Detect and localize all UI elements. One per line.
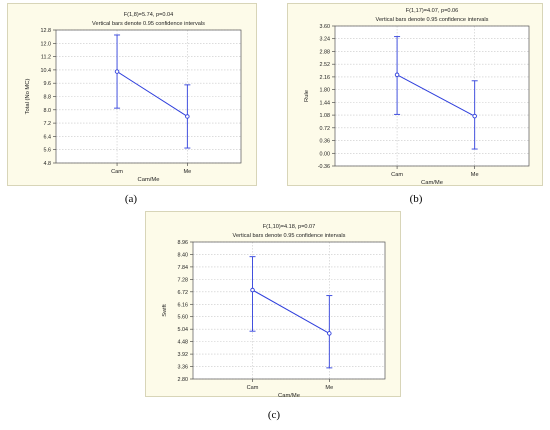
plot-border	[192, 241, 386, 380]
series-line	[396, 74, 475, 117]
y-axis-label: Total (No MC)	[25, 79, 31, 115]
y-tick-label: 1.44	[320, 100, 331, 106]
y-tick-label: 0.36	[320, 139, 331, 145]
chart-c: F(1,10)=4.18, p=0.07 Vertical bars denote…	[162, 224, 386, 398]
y-tick-label: 3.92	[178, 352, 189, 358]
y-tick-label: 8.40	[178, 252, 189, 258]
data-point	[327, 331, 332, 336]
y-tick-label: 8.8	[44, 95, 52, 101]
caption-a: (a)	[124, 193, 138, 205]
y-tick-label: 7.84	[178, 265, 189, 271]
y-tick-label: -0.36	[318, 164, 330, 170]
y-tick-label: 4.48	[178, 340, 189, 346]
y-tick-label: 5.04	[178, 327, 189, 333]
x-tick-label: Me	[471, 172, 479, 178]
plot-border	[55, 29, 242, 164]
chart-title: F(1,8)=5.74, p=0.04	[124, 12, 173, 18]
chart-panel-c: F(1,10)=4.18, p=0.07 Vertical bars denote…	[145, 211, 401, 398]
chart-subtitle: Vertical bars denote 0.95 confidence int…	[233, 233, 346, 239]
x-axis-label: Cam/Me	[138, 177, 160, 183]
chart-subtitle: Vertical bars denote 0.95 confidence int…	[376, 17, 489, 23]
y-tick-label: 2.88	[320, 49, 331, 55]
y-tick-label: 8.96	[178, 240, 189, 246]
y-tick-label: 11.2	[41, 55, 51, 61]
y-tick-label: 8.0	[44, 108, 52, 114]
y-tick-label: 6.16	[178, 302, 189, 308]
series-line	[252, 289, 330, 334]
x-tick-label: Me	[325, 385, 333, 391]
y-tick-label: 2.16	[320, 75, 331, 81]
y-tick-label: 5.6	[44, 148, 52, 154]
y-axis-label: Rule	[304, 90, 310, 102]
chart-subtitle: Vertical bars denote 0.95 confidence int…	[92, 21, 205, 27]
chart-b: F(1,17)=4.07, p=0.06 Vertical bars denote…	[304, 8, 530, 186]
x-tick-label: Cam	[247, 385, 259, 391]
y-tick-label: 2.52	[320, 62, 331, 68]
y-tick-label: 12.8	[41, 28, 52, 34]
y-tick-label: 3.36	[178, 365, 189, 371]
y-tick-label: 4.8	[44, 161, 52, 167]
y-tick-label: 3.24	[320, 37, 331, 43]
caption-b: (b)	[409, 193, 423, 205]
plot-area	[335, 26, 529, 166]
data-point	[394, 72, 400, 78]
y-axis-label: Swift	[162, 304, 168, 317]
y-tick-label: 6.4	[44, 134, 52, 140]
data-point	[114, 69, 120, 74]
chart-title: F(1,17)=4.07, p=0.06	[406, 8, 459, 14]
data-point	[250, 287, 255, 293]
y-tick-label: 2.80	[178, 377, 189, 383]
y-tick-label: 3.60	[320, 24, 331, 30]
y-tick-label: 7.2	[44, 121, 52, 127]
y-tick-label: 5.60	[178, 315, 189, 321]
x-axis-label: Cam/Me	[421, 180, 443, 186]
y-tick-label: 12.0	[41, 41, 52, 47]
y-tick-label: 0.72	[320, 126, 331, 132]
y-tick-label: 1.80	[320, 88, 331, 94]
y-tick-label: 0.00	[320, 151, 331, 157]
y-tick-label: 9.6	[44, 81, 52, 87]
data-point	[472, 113, 477, 119]
caption-c: (c)	[267, 409, 281, 421]
y-tick-label: 7.28	[178, 277, 189, 283]
data-point	[185, 114, 190, 119]
x-tick-label: Cam	[111, 169, 123, 175]
chart-panel-b: F(1,17)=4.07, p=0.06 Vertical bars denote…	[287, 3, 543, 186]
x-tick-label: Me	[183, 169, 191, 175]
plot-border	[334, 25, 530, 167]
chart-title: F(1,10)=4.18, p=0.07	[263, 224, 316, 230]
x-axis-label: Cam/Me	[278, 393, 300, 398]
x-tick-label: Cam	[391, 172, 403, 178]
y-tick-label: 6.72	[178, 290, 189, 296]
y-tick-label: 1.08	[320, 113, 331, 119]
y-tick-label: 10.4	[41, 68, 52, 74]
series-line	[116, 71, 188, 117]
chart-a: F(1,8)=5.74, p=0.04 Vertical bars denote …	[25, 12, 242, 183]
chart-panel-a: F(1,8)=5.74, p=0.04 Vertical bars denote …	[7, 3, 257, 186]
